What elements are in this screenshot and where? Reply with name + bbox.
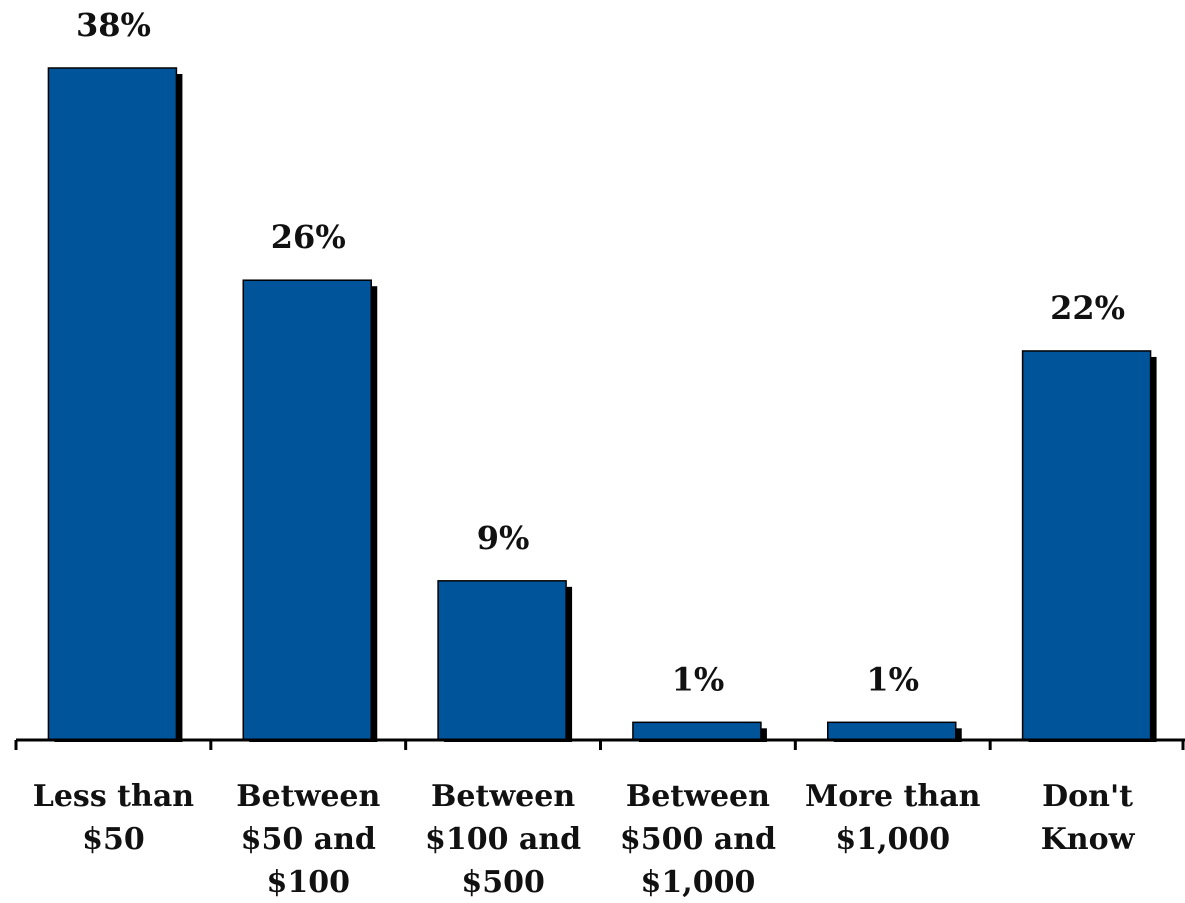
value-labels: 38% 26% 9% 1% 1% 22% — [76, 6, 1125, 698]
data-label: 9% — [477, 519, 530, 557]
tick-label: Between $50 and $100 — [236, 779, 380, 900]
bar — [437, 580, 567, 741]
tick-label: More than $1,000 — [805, 779, 981, 857]
tick-label: Less than $50 — [33, 779, 195, 857]
bar-shadows — [54, 74, 1157, 742]
bar — [827, 721, 957, 741]
data-label: 1% — [672, 660, 725, 698]
tick-label: Between $500 and $1,000 — [620, 779, 776, 900]
bar — [242, 279, 372, 741]
bars — [47, 67, 1152, 741]
x-axis — [14, 738, 1185, 750]
data-label: 26% — [271, 218, 346, 256]
data-label: 38% — [76, 6, 151, 44]
bar — [47, 67, 178, 741]
category-labels: Less than $50 Between $50 and $100 Between $10… — [33, 779, 1136, 900]
bar — [1021, 350, 1152, 741]
tick-label: Don't Know — [1041, 779, 1136, 857]
bar — [632, 721, 762, 741]
tick-label: Between $100 and $500 — [425, 779, 581, 900]
data-label: 22% — [1050, 289, 1125, 327]
data-label: 1% — [866, 660, 919, 698]
